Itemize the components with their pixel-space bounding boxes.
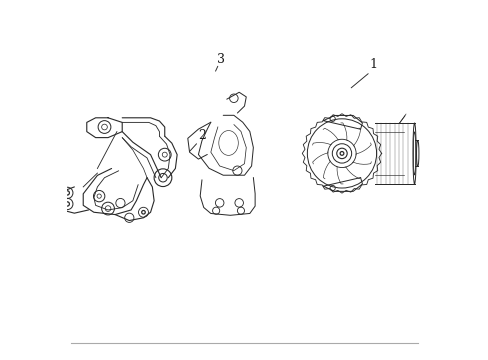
Text: 2: 2 (198, 129, 205, 142)
Text: 3: 3 (217, 53, 225, 66)
Text: 1: 1 (369, 58, 377, 71)
